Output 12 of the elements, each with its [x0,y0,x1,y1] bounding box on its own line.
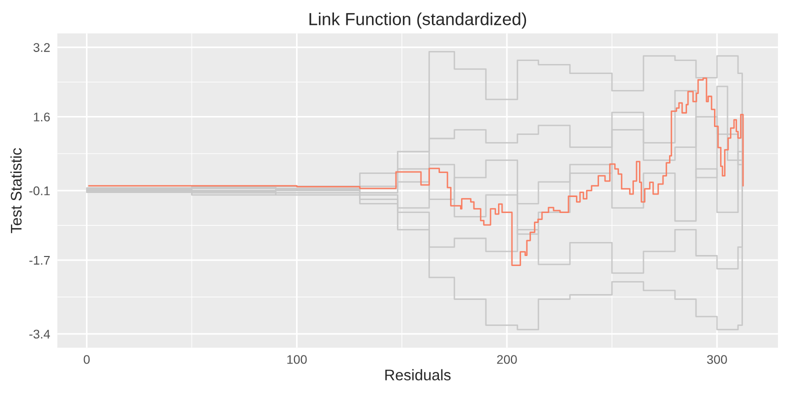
y-tick-label: -3.4 [29,330,50,339]
y-tick-label: -0.1 [29,186,50,196]
x-axis-title: Residuals [385,369,451,380]
x-tick-label: 200 [497,355,517,364]
x-tick-label: 0 [84,355,90,364]
x-tick-label: 300 [707,355,727,364]
y-tick-label: 3.2 [33,43,50,52]
y-axis-title: Test Statistic [10,148,22,234]
x-tick-label: 100 [287,355,307,364]
y-tick-label: 1.6 [34,112,50,122]
chart-title: Link Function (standardized) [310,12,526,29]
y-tick-label: -1.7 [29,256,50,265]
